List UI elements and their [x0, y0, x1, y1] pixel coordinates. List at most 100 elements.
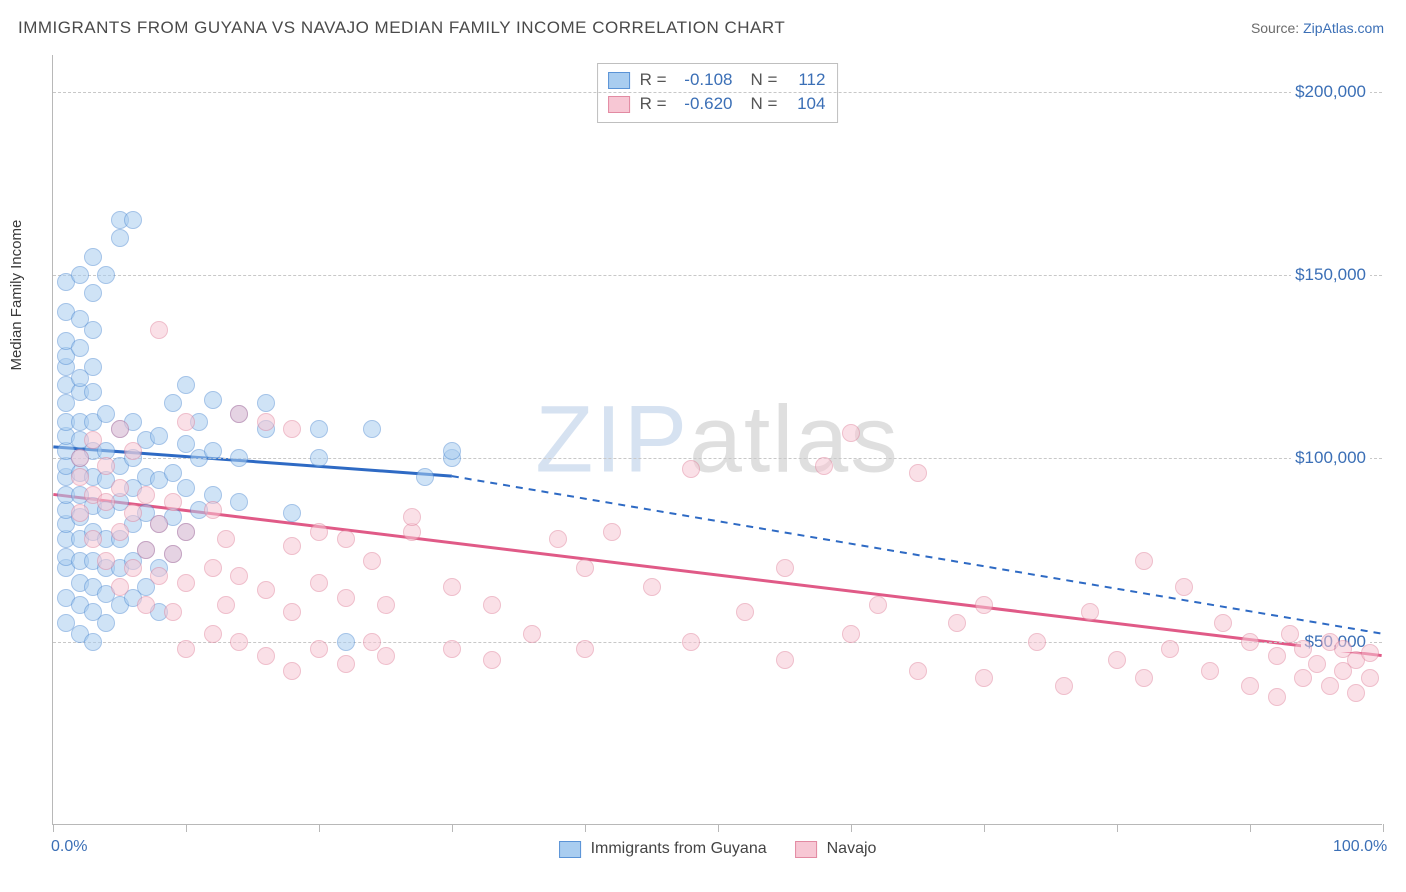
legend-series: Immigrants from GuyanaNavajo [559, 840, 877, 858]
legend-swatch [608, 96, 630, 113]
data-point [230, 449, 248, 467]
data-point [84, 530, 102, 548]
data-point [1175, 578, 1193, 596]
x-tick [186, 824, 187, 832]
data-point [84, 358, 102, 376]
data-point [909, 464, 927, 482]
x-tick [585, 824, 586, 832]
source-link[interactable]: ZipAtlas.com [1303, 20, 1384, 36]
data-point [150, 515, 168, 533]
data-point [337, 589, 355, 607]
data-point [909, 662, 927, 680]
data-point [363, 552, 381, 570]
gridline [53, 92, 1382, 93]
data-point [150, 427, 168, 445]
data-point [776, 651, 794, 669]
data-point [576, 559, 594, 577]
watermark-atlas: atlas [689, 386, 900, 492]
data-point [310, 449, 328, 467]
data-point [403, 508, 421, 526]
data-point [283, 603, 301, 621]
data-point [1055, 677, 1073, 695]
y-axis-label: Median Family Income [8, 220, 25, 371]
data-point [1347, 684, 1365, 702]
legend-n-label: N = [751, 68, 778, 92]
data-point [310, 640, 328, 658]
legend-correlation-box: R =-0.108N =112R =-0.620N =104 [597, 63, 839, 123]
legend-n-label: N = [751, 92, 778, 116]
data-point [310, 523, 328, 541]
data-point [111, 479, 129, 497]
data-point [1081, 603, 1099, 621]
legend-r-label: R = [640, 68, 667, 92]
data-point [643, 578, 661, 596]
gridline [53, 642, 1382, 643]
data-point [1201, 662, 1219, 680]
data-point [204, 501, 222, 519]
data-point [71, 449, 89, 467]
data-point [217, 530, 235, 548]
x-tick [984, 824, 985, 832]
data-point [150, 567, 168, 585]
data-point [137, 596, 155, 614]
data-point [1268, 688, 1286, 706]
data-point [483, 651, 501, 669]
legend-swatch [608, 72, 630, 89]
legend-swatch [795, 841, 817, 858]
data-point [97, 457, 115, 475]
data-point [204, 391, 222, 409]
data-point [204, 559, 222, 577]
data-point [1308, 655, 1326, 673]
data-point [776, 559, 794, 577]
data-point [111, 578, 129, 596]
data-point [84, 321, 102, 339]
legend-row: R =-0.620N =104 [608, 92, 826, 116]
data-point [337, 633, 355, 651]
data-point [177, 574, 195, 592]
data-point [948, 614, 966, 632]
data-point [1108, 651, 1126, 669]
data-point [1281, 625, 1299, 643]
data-point [1321, 677, 1339, 695]
data-point [71, 468, 89, 486]
data-point [150, 321, 168, 339]
data-point [815, 457, 833, 475]
data-point [177, 435, 195, 453]
data-point [217, 596, 235, 614]
x-tick [718, 824, 719, 832]
data-point [443, 578, 461, 596]
data-point [1361, 669, 1379, 687]
data-point [310, 420, 328, 438]
data-point [310, 574, 328, 592]
gridline [53, 275, 1382, 276]
data-point [230, 567, 248, 585]
x-tick [1250, 824, 1251, 832]
source-attribution: Source: ZipAtlas.com [1251, 20, 1384, 36]
data-point [975, 596, 993, 614]
chart-title: IMMIGRANTS FROM GUYANA VS NAVAJO MEDIAN … [18, 18, 785, 38]
data-point [111, 523, 129, 541]
data-point [1028, 633, 1046, 651]
data-point [363, 633, 381, 651]
data-point [549, 530, 567, 548]
y-tick-label: $100,000 [1291, 448, 1370, 468]
data-point [71, 504, 89, 522]
data-point [177, 479, 195, 497]
data-point [337, 655, 355, 673]
data-point [97, 266, 115, 284]
x-tick [851, 824, 852, 832]
data-point [97, 493, 115, 511]
data-point [177, 640, 195, 658]
data-point [204, 625, 222, 643]
data-point [736, 603, 754, 621]
data-point [576, 640, 594, 658]
data-point [164, 464, 182, 482]
data-point [682, 633, 700, 651]
data-point [283, 537, 301, 555]
data-point [443, 442, 461, 460]
data-point [523, 625, 541, 643]
data-point [84, 284, 102, 302]
data-point [137, 541, 155, 559]
legend-r-value: -0.620 [675, 92, 733, 116]
data-point [416, 468, 434, 486]
